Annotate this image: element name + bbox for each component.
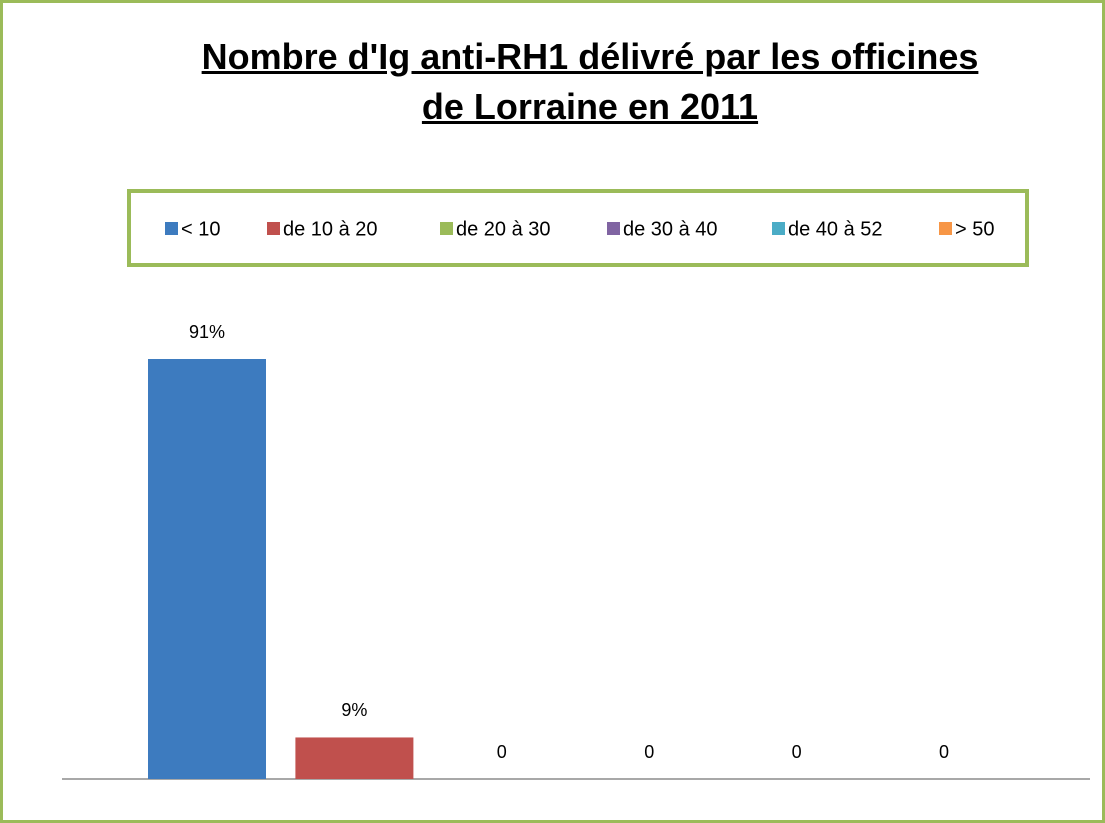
bar [148, 359, 266, 779]
legend-swatch [939, 222, 952, 235]
value-label: 91% [189, 322, 225, 342]
value-label: 9% [341, 700, 367, 720]
legend-label: de 20 à 30 [456, 218, 551, 240]
legend-swatch [772, 222, 785, 235]
legend-swatch [267, 222, 280, 235]
legend-label: < 10 [181, 218, 220, 240]
bar [295, 737, 414, 779]
legend-swatch [165, 222, 178, 235]
value-label: 0 [497, 742, 507, 762]
legend-swatch [440, 222, 453, 235]
legend-swatch [607, 222, 620, 235]
legend-label: de 30 à 40 [623, 218, 718, 240]
chart-title: Nombre d'Ig anti-RH1 délivré par les off… [201, 36, 979, 127]
value-label: 0 [644, 742, 654, 762]
legend-label: de 10 à 20 [283, 218, 378, 240]
legend-box [127, 189, 1029, 267]
legend-label: de 40 à 52 [788, 218, 883, 240]
value-label: 0 [792, 742, 802, 762]
value-label: 0 [939, 742, 949, 762]
legend-label: > 50 [955, 218, 994, 240]
